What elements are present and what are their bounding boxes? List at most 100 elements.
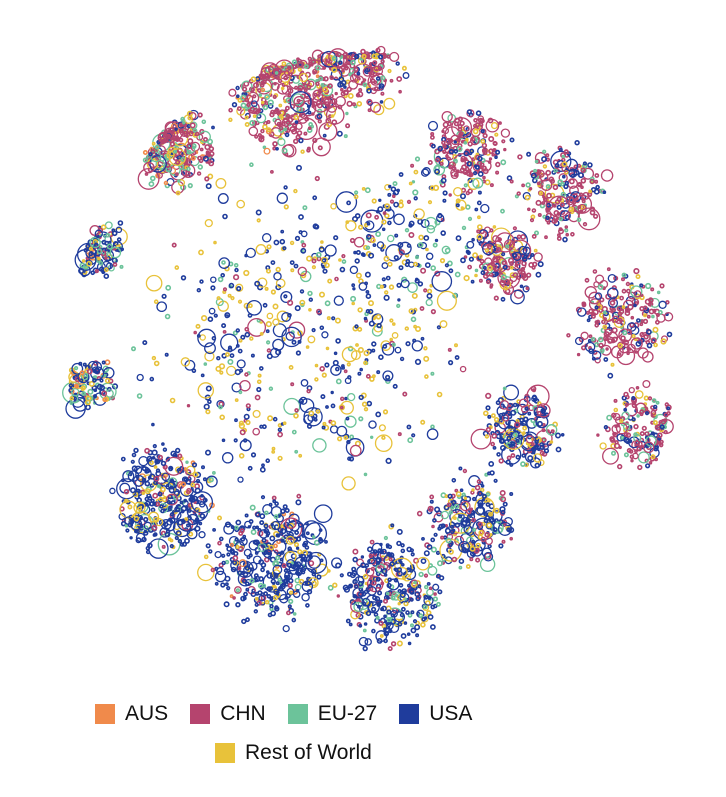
scatter-point — [175, 190, 181, 196]
scatter-point — [169, 131, 174, 136]
scatter-point — [423, 346, 428, 351]
scatter-point — [466, 250, 471, 256]
scatter-point — [619, 418, 624, 424]
scatter-point — [295, 588, 300, 593]
scatter-point — [582, 222, 588, 227]
scatter-point — [450, 505, 455, 510]
scatter-point — [199, 279, 204, 284]
scatter-point — [288, 590, 294, 595]
scatter-point — [258, 366, 264, 371]
scatter-point — [473, 171, 478, 176]
scatter-point — [205, 449, 212, 456]
scatter-point — [434, 506, 441, 513]
scatter-plot-area — [62, 45, 674, 652]
scatter-point — [261, 424, 267, 430]
scatter-point — [371, 341, 377, 347]
scatter-point — [393, 189, 400, 196]
scatter-point — [273, 543, 278, 549]
scatter-point — [448, 161, 456, 169]
scatter-point — [635, 385, 640, 390]
scatter-point — [448, 164, 454, 170]
scatter-point — [322, 86, 329, 93]
scatter-point — [211, 125, 215, 130]
scatter-point — [448, 548, 454, 555]
scatter-point — [541, 422, 546, 427]
scatter-point — [302, 86, 307, 90]
scatter-point — [330, 114, 335, 118]
scatter-point — [105, 262, 114, 270]
scatter-point — [392, 181, 398, 187]
scatter-point — [623, 452, 629, 458]
scatter-point — [498, 543, 504, 549]
scatter-point — [540, 408, 547, 414]
scatter-point — [476, 215, 481, 220]
scatter-point — [187, 183, 193, 189]
scatter-point — [398, 89, 402, 94]
scatter-point — [284, 507, 290, 513]
scatter-point — [371, 198, 377, 204]
scatter-point — [398, 249, 405, 256]
scatter-point — [476, 224, 483, 230]
scatter-point — [268, 386, 274, 391]
scatter-point — [338, 64, 351, 77]
scatter-point — [480, 536, 486, 543]
scatter-point — [497, 521, 513, 536]
scatter-point — [308, 560, 315, 567]
scatter-point — [652, 420, 658, 426]
scatter-point — [383, 78, 388, 83]
scatter-point — [562, 236, 568, 243]
scatter-point — [230, 566, 237, 573]
scatter-point — [611, 327, 618, 334]
scatter-point — [250, 353, 255, 358]
scatter-point — [454, 503, 460, 510]
scatter-point — [186, 528, 198, 540]
scatter-point — [436, 325, 442, 330]
scatter-point — [655, 400, 660, 405]
scatter-point — [206, 159, 212, 165]
scatter-point — [598, 342, 604, 349]
scatter-point — [463, 183, 468, 188]
scatter-point — [490, 441, 496, 447]
scatter-point — [324, 362, 330, 368]
scatter-point — [631, 417, 636, 422]
scatter-point — [420, 168, 430, 177]
scatter-point — [477, 190, 482, 195]
scatter-point — [101, 360, 106, 365]
scatter-point — [147, 475, 152, 480]
scatter-point — [477, 521, 483, 527]
scatter-point — [577, 172, 584, 179]
scatter-point — [368, 557, 376, 565]
scatter-point — [404, 262, 410, 268]
scatter-point — [300, 553, 307, 560]
scatter-point — [316, 256, 322, 262]
scatter-point — [288, 577, 294, 584]
scatter-point — [663, 412, 669, 418]
scatter-point — [620, 435, 625, 440]
scatter-point — [174, 127, 178, 131]
scatter-point — [628, 449, 634, 454]
scatter-point — [175, 530, 182, 536]
scatter-point — [516, 275, 521, 280]
scatter-point — [566, 333, 571, 338]
scatter-point — [307, 56, 312, 62]
scatter-point — [331, 119, 338, 126]
scatter-point — [233, 262, 239, 268]
scatter-point — [475, 110, 482, 116]
scatter-point — [439, 320, 448, 329]
scatter-point — [274, 71, 279, 75]
scatter-point — [338, 258, 342, 262]
scatter-point — [219, 536, 224, 542]
scatter-point — [266, 593, 272, 599]
scatter-point — [298, 453, 303, 458]
scatter-point — [151, 524, 158, 531]
scatter-point — [542, 197, 548, 203]
scatter-point — [360, 562, 366, 569]
scatter-point — [148, 538, 169, 559]
scatter-point — [580, 185, 584, 189]
scatter-point — [363, 316, 368, 321]
scatter-point — [270, 109, 275, 115]
scatter-point — [341, 254, 346, 259]
scatter-point — [385, 457, 392, 465]
legend-swatch-usa — [399, 704, 420, 724]
scatter-point — [371, 580, 377, 586]
